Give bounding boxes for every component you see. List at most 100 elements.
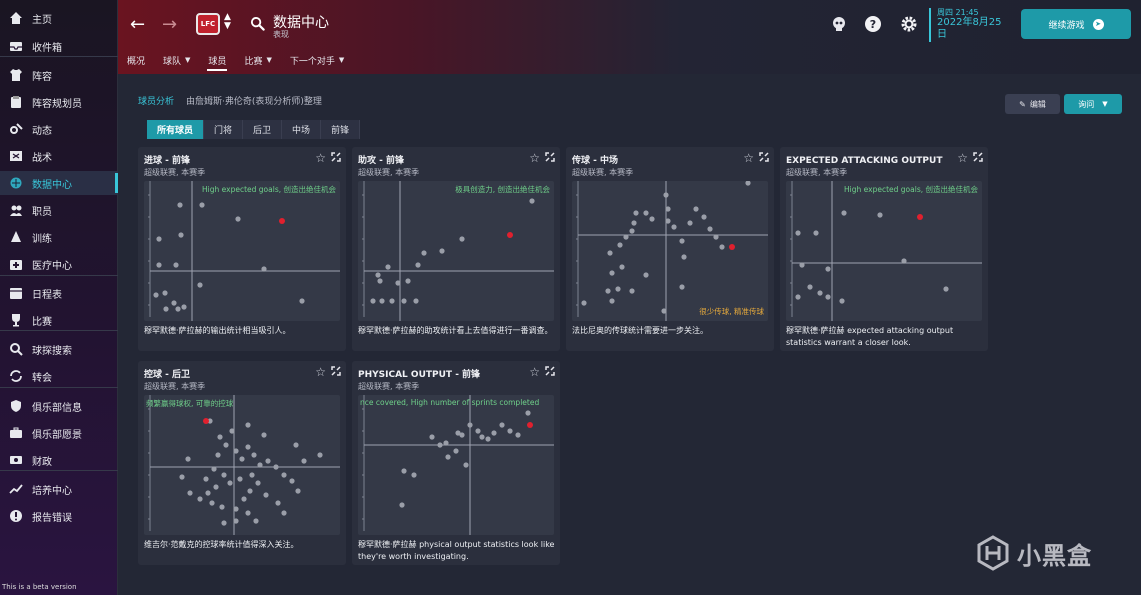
sidebar-item-15[interactable]: 俱乐部愿景 — [0, 421, 118, 445]
player-point — [401, 298, 407, 304]
sidebar-item-label: 训练 — [32, 233, 52, 245]
player-point — [233, 506, 239, 512]
watermark: 小黑盒 — [975, 533, 1135, 573]
star-icon[interactable]: ☆ — [315, 151, 326, 165]
training-cone-icon — [8, 230, 24, 244]
tab-3[interactable]: 比赛 ▼ — [235, 49, 280, 71]
sidebar-item-17[interactable]: 培养中心 — [0, 477, 118, 501]
star-icon[interactable]: ☆ — [529, 365, 540, 379]
player-point — [173, 262, 179, 268]
ask-button[interactable]: 询问 ▼ — [1064, 94, 1122, 114]
filter-4[interactable]: 前锋 — [321, 120, 361, 139]
sidebar-item-1[interactable]: 收件箱 — [0, 34, 118, 58]
position-filter: 所有球员 门将 后卫 中场 前锋 — [147, 120, 361, 139]
filter-1[interactable]: 门将 — [204, 120, 244, 139]
player-point — [693, 206, 699, 212]
highlighted-player-point — [203, 418, 209, 424]
help-icon[interactable]: ? — [864, 15, 882, 33]
player-point — [245, 422, 251, 428]
star-icon[interactable]: ☆ — [315, 365, 326, 379]
transfer-icon — [8, 369, 24, 383]
ask-label: 询问 — [1078, 99, 1095, 109]
player-point — [247, 488, 253, 494]
card-subtitle: 超级联赛, 本赛季 — [144, 168, 206, 177]
filter-3[interactable]: 中场 — [282, 120, 322, 139]
player-point — [619, 264, 625, 270]
sidebar-item-16[interactable]: 财政 — [0, 448, 118, 472]
analysis-card[interactable]: 助攻 - 前锋 超级联赛, 本赛季 ☆ 极具创造力, 创造出绝佳机会 穆罕默德·萨拉赫的… — [352, 147, 560, 351]
player-point — [257, 462, 263, 468]
player-point — [901, 258, 907, 264]
expand-icon[interactable] — [545, 152, 555, 162]
gear-icon[interactable] — [900, 15, 918, 33]
sidebar-item-6[interactable]: 数据中心 — [0, 171, 118, 195]
player-point — [411, 472, 417, 478]
sidebar-item-8[interactable]: 训练 — [0, 225, 118, 249]
sidebar-item-13[interactable]: 转会 — [0, 364, 118, 388]
forward-button[interactable]: → — [162, 14, 178, 35]
sidebar-item-3[interactable]: 阵容规划员 — [0, 90, 118, 114]
player-point — [197, 496, 203, 502]
sidebar-item-9[interactable]: 医疗中心 — [0, 252, 118, 276]
player-point — [399, 502, 405, 508]
chevron-down-icon: ▼ — [185, 56, 191, 64]
sidebar-item-7[interactable]: 职员 — [0, 198, 118, 222]
search-icon[interactable] — [250, 16, 265, 31]
player-point — [529, 198, 535, 204]
sidebar-item-label: 收件箱 — [32, 42, 62, 54]
edit-button[interactable]: ✎ 编辑 — [1005, 94, 1060, 114]
filter-0[interactable]: 所有球员 — [147, 120, 205, 139]
home-icon — [8, 11, 24, 25]
player-point — [241, 496, 247, 502]
card-insight: 穆罕默德·萨拉赫的助攻统计看上去值得进行一番调查。 — [358, 326, 553, 335]
club-badge[interactable]: LFC — [196, 13, 220, 35]
sidebar-item-14[interactable]: 俱乐部信息 — [0, 394, 118, 418]
analysis-card[interactable]: 控球 - 后卫 超级联赛, 本赛季 ☆ 频繁赢得球权, 可靠的控球 维吉尔·范戴克的控球… — [138, 361, 346, 565]
player-point — [679, 238, 685, 244]
sidebar-item-label: 阵容规划员 — [32, 98, 82, 110]
tab-4[interactable]: 下一个对手 ▼ — [281, 49, 353, 71]
card-title: 助攻 - 前锋 — [358, 156, 405, 166]
player-point — [293, 442, 299, 448]
tab-1[interactable]: 球队 ▼ — [154, 49, 199, 71]
expand-icon[interactable] — [759, 152, 769, 162]
star-icon[interactable]: ☆ — [529, 151, 540, 165]
skull-icon[interactable] — [830, 15, 848, 33]
expand-icon[interactable] — [545, 366, 555, 376]
star-icon[interactable]: ☆ — [957, 151, 968, 165]
player-point — [185, 456, 191, 462]
player-point — [263, 492, 269, 498]
player-point — [629, 288, 635, 294]
player-point — [163, 306, 169, 312]
club-switch-chevron-icon[interactable]: ▲ ▼ — [224, 12, 231, 31]
star-icon[interactable]: ☆ — [743, 151, 754, 165]
sidebar-item-12[interactable]: 球探搜索 — [0, 337, 118, 361]
filter-2[interactable]: 后卫 — [243, 120, 283, 139]
player-point — [187, 490, 193, 496]
player-point — [221, 472, 227, 478]
sidebar-item-5[interactable]: 战术 — [0, 144, 118, 168]
sidebar-item-18[interactable]: 报告错误 — [0, 504, 118, 528]
analysis-card[interactable]: PHYSICAL OUTPUT - 前锋 超级联赛, 本赛季 ☆ nce covere… — [352, 361, 560, 565]
analysis-card[interactable]: 进球 - 前锋 超级联赛, 本赛季 ☆ High expected goals, 创造… — [138, 147, 346, 351]
continue-game-button[interactable]: 继续游戏 ➤ — [1021, 9, 1131, 39]
sidebar-item-11[interactable]: 比赛 — [0, 308, 118, 332]
alert-icon — [8, 509, 24, 523]
search-icon — [8, 342, 24, 356]
analysis-card[interactable]: 传球 - 中场 超级联赛, 本赛季 ☆ 很少传球, 精准传球 法比尼奥的传球统计需要进一… — [566, 147, 774, 351]
expand-icon[interactable] — [331, 366, 341, 376]
expand-icon[interactable] — [331, 152, 341, 162]
tab-2[interactable]: 球员 — [199, 49, 235, 71]
sidebar-item-2[interactable]: 阵容 — [0, 63, 118, 87]
staff-icon — [8, 203, 24, 217]
player-point — [649, 216, 655, 222]
sidebar-item-4[interactable]: 动态 — [0, 117, 118, 141]
back-button[interactable]: ← — [130, 14, 146, 35]
sidebar-item-10[interactable]: 日程表 — [0, 281, 118, 305]
tab-0[interactable]: 概况 — [118, 49, 154, 71]
expand-icon[interactable] — [973, 152, 983, 162]
player-point — [609, 270, 615, 276]
sidebar-item-0[interactable]: 主页 — [0, 6, 118, 30]
